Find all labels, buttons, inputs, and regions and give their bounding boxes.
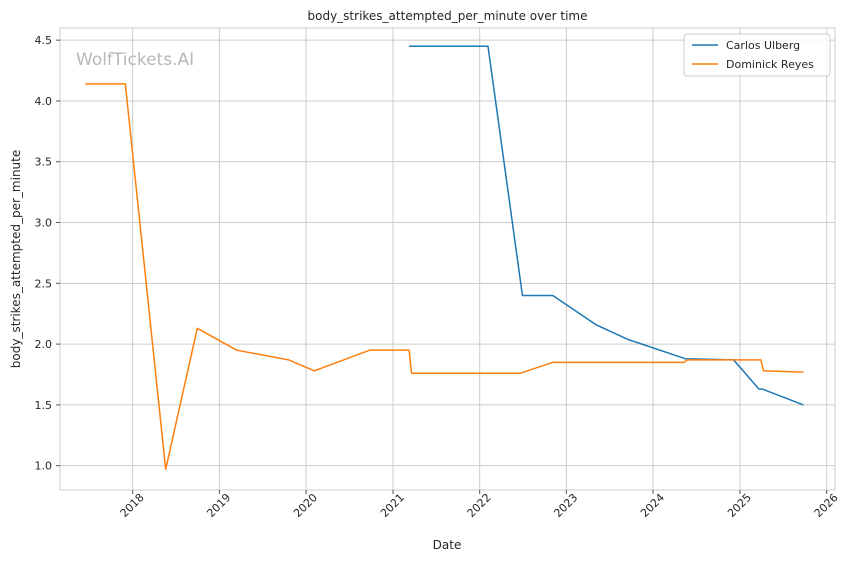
x-axis-title: Date xyxy=(433,538,462,552)
watermark: WolfTickets.AI xyxy=(76,50,194,70)
chart-title: body_strikes_attempted_per_minute over t… xyxy=(308,9,588,23)
y-axis-title: body_strikes_attempted_per_minute xyxy=(9,150,23,368)
y-tick-label: 3.5 xyxy=(35,156,53,169)
x-tick-label: 2025 xyxy=(725,491,754,520)
x-tick-label: 2020 xyxy=(291,491,320,520)
series-layer xyxy=(85,45,804,471)
plot-frame xyxy=(59,27,836,491)
series-line-carlos-ulberg xyxy=(409,45,804,406)
y-tick-label: 4.5 xyxy=(35,34,53,47)
x-tick-label: 2024 xyxy=(638,491,667,520)
legend-label-carlos-ulberg: Carlos Ulberg xyxy=(726,39,800,52)
y-tick-label: 2.0 xyxy=(35,338,53,351)
series-line-dominick-reyes xyxy=(85,83,804,471)
legend: Carlos Ulberg Dominick Reyes xyxy=(683,33,831,77)
x-gridlines xyxy=(132,28,828,490)
y-tick-label: 4.0 xyxy=(35,95,53,108)
x-tick-label: 2023 xyxy=(551,491,580,520)
x-tick-label: 2018 xyxy=(118,491,147,520)
x-tick-label: 2021 xyxy=(378,491,407,520)
y-tick-label: 2.5 xyxy=(35,277,53,290)
legend-label-dominick-reyes: Dominick Reyes xyxy=(726,58,814,71)
y-axis-ticks: 1.0 1.5 2.0 2.5 3.0 3.5 4.0 4.5 xyxy=(35,34,60,473)
plot-area xyxy=(60,28,835,490)
x-tick-label: 2019 xyxy=(204,491,233,520)
y-tick-label: 1.5 xyxy=(35,399,53,412)
y-tick-label: 1.0 xyxy=(35,460,53,473)
y-gridlines xyxy=(60,39,835,467)
x-tick-label: 2022 xyxy=(465,491,494,520)
y-tick-label: 3.0 xyxy=(35,217,53,230)
legend-frame xyxy=(683,33,831,77)
x-axis-ticks: 2018 2019 2020 2021 2022 2023 2024 2025 2026 xyxy=(118,490,841,520)
x-tick-label: 2026 xyxy=(812,491,841,520)
